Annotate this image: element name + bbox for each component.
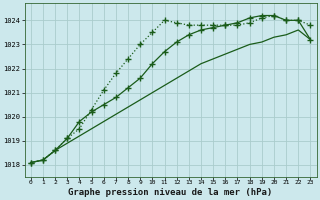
X-axis label: Graphe pression niveau de la mer (hPa): Graphe pression niveau de la mer (hPa) [68,188,273,197]
